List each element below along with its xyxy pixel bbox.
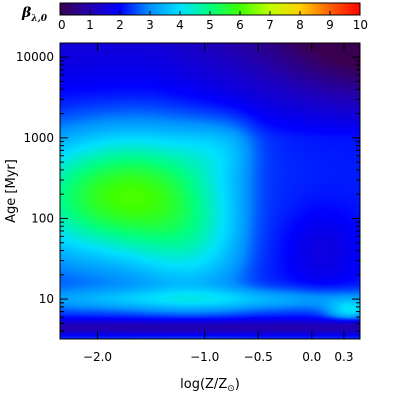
x-tick-label: −1.0 (190, 350, 219, 364)
colorbar-tick-label: 0 (58, 18, 66, 32)
y-tick-label: 1000 (23, 131, 54, 145)
colorbar-ticks: 0 1 2 3 4 5 6 7 8 9 10 (58, 11, 368, 32)
colorbar-tick-label: 3 (146, 18, 154, 32)
colorbar-tick-label: 2 (116, 18, 124, 32)
colorbar-tick-label: 8 (296, 18, 304, 32)
x-axis-label: log(Z/Z⊙) (180, 377, 240, 394)
colorbar-label: βλ,0 (21, 5, 48, 24)
colorbar-tick-label: 6 (236, 18, 244, 32)
colorbar: βλ,0 0 1 2 3 4 5 6 7 8 9 10 (21, 2, 368, 32)
colorbar-tick-label: 5 (206, 18, 214, 32)
plot-frame (59, 42, 361, 340)
y-tick-label: 10 (39, 292, 54, 306)
colorbar-tick-label: 7 (266, 18, 274, 32)
x-tick-label: −0.5 (244, 350, 273, 364)
y-tick-label: 10000 (16, 50, 54, 64)
x-axis-ticks: −2.0 −1.0 −0.5 0.0 0.3 (83, 43, 353, 364)
heatmap-area: −2.0 −1.0 −0.5 0.0 0.3 10 100 1000 10000 (16, 42, 361, 364)
x-tick-label: 0.3 (334, 350, 353, 364)
x-tick-label: 0.0 (302, 350, 321, 364)
colorbar-tick-label: 10 (353, 18, 368, 32)
colorbar-tick-label: 9 (326, 18, 334, 32)
colorbar-tick-label: 4 (176, 18, 184, 32)
heatmap-image (60, 43, 360, 339)
colorbar-tick-label: 1 (86, 18, 94, 32)
y-axis-label: Age [Myr] (4, 159, 19, 223)
y-tick-label: 100 (31, 211, 54, 225)
y-axis-ticks: 10 100 1000 10000 (16, 50, 360, 332)
x-tick-label: −2.0 (83, 350, 112, 364)
